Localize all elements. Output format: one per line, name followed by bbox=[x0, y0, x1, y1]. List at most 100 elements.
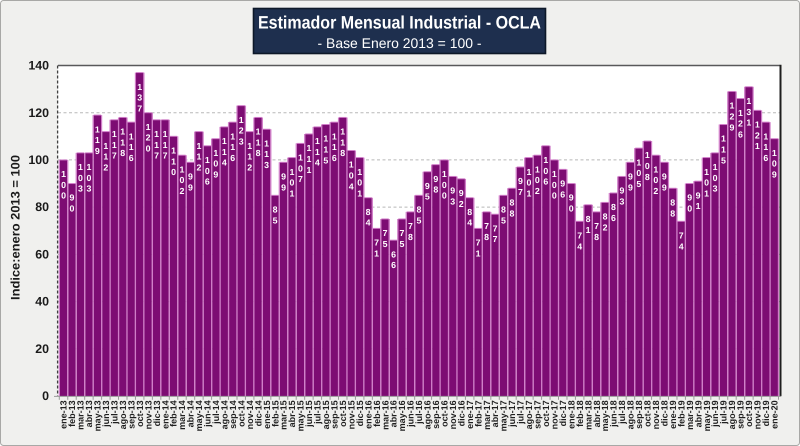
svg-text:abr-17: abr-17 bbox=[490, 400, 500, 427]
svg-text:7: 7 bbox=[383, 228, 388, 238]
svg-text:1: 1 bbox=[222, 147, 227, 157]
svg-text:4: 4 bbox=[222, 158, 227, 168]
svg-text:0: 0 bbox=[543, 166, 548, 176]
svg-text:140: 140 bbox=[28, 59, 49, 73]
svg-text:dic-19: dic-19 bbox=[761, 400, 771, 426]
svg-text:1: 1 bbox=[306, 154, 311, 164]
svg-text:6: 6 bbox=[391, 249, 396, 259]
svg-text:1: 1 bbox=[95, 135, 100, 145]
svg-text:1: 1 bbox=[340, 137, 345, 147]
svg-text:jul-14: jul-14 bbox=[211, 400, 221, 425]
svg-text:80: 80 bbox=[35, 200, 49, 214]
svg-text:1: 1 bbox=[78, 162, 83, 172]
svg-text:oct-19: oct-19 bbox=[744, 400, 754, 427]
svg-text:1: 1 bbox=[103, 152, 108, 162]
svg-text:1: 1 bbox=[171, 146, 176, 156]
svg-text:dic-16: dic-16 bbox=[456, 400, 466, 426]
svg-text:9: 9 bbox=[662, 171, 667, 181]
svg-text:100: 100 bbox=[28, 153, 49, 167]
svg-text:nov-15: nov-15 bbox=[346, 400, 356, 429]
svg-text:1: 1 bbox=[526, 167, 531, 177]
svg-text:sep-16: sep-16 bbox=[431, 400, 441, 429]
svg-text:1: 1 bbox=[543, 155, 548, 165]
svg-text:5: 5 bbox=[273, 215, 278, 225]
svg-text:1: 1 bbox=[442, 169, 447, 179]
svg-text:1: 1 bbox=[357, 167, 362, 177]
svg-text:8: 8 bbox=[510, 197, 515, 207]
svg-text:1: 1 bbox=[763, 131, 768, 141]
svg-text:jul-19: jul-19 bbox=[719, 400, 729, 425]
svg-text:jun-18: jun-18 bbox=[609, 400, 619, 428]
svg-text:1: 1 bbox=[704, 188, 709, 198]
svg-text:abr-13: abr-13 bbox=[84, 400, 94, 427]
svg-text:feb-15: feb-15 bbox=[270, 400, 280, 427]
svg-text:1: 1 bbox=[163, 140, 168, 150]
svg-text:oct-13: oct-13 bbox=[135, 400, 145, 427]
svg-text:6: 6 bbox=[391, 260, 396, 270]
svg-text:6: 6 bbox=[738, 129, 743, 139]
svg-text:abr-16: abr-16 bbox=[389, 400, 399, 427]
svg-text:oct-15: oct-15 bbox=[338, 400, 348, 427]
svg-text:1: 1 bbox=[306, 143, 311, 153]
svg-text:6: 6 bbox=[129, 153, 134, 163]
svg-text:sep-14: sep-14 bbox=[228, 400, 238, 429]
svg-text:0: 0 bbox=[180, 175, 185, 185]
svg-text:0: 0 bbox=[70, 204, 75, 214]
svg-text:8: 8 bbox=[408, 232, 413, 242]
svg-text:9: 9 bbox=[433, 174, 438, 184]
svg-text:1: 1 bbox=[713, 162, 718, 172]
svg-text:1: 1 bbox=[154, 129, 159, 139]
svg-text:1: 1 bbox=[332, 142, 337, 152]
svg-text:1: 1 bbox=[264, 149, 269, 159]
svg-text:1: 1 bbox=[196, 152, 201, 162]
svg-text:1: 1 bbox=[653, 164, 658, 174]
svg-text:Indice:enero 2013 = 100: Indice:enero 2013 = 100 bbox=[9, 155, 23, 300]
svg-text:8: 8 bbox=[340, 148, 345, 158]
svg-text:1: 1 bbox=[86, 162, 91, 172]
svg-text:8: 8 bbox=[273, 205, 278, 215]
svg-text:1: 1 bbox=[230, 142, 235, 152]
svg-text:6: 6 bbox=[332, 153, 337, 163]
svg-text:1: 1 bbox=[332, 131, 337, 141]
svg-text:8: 8 bbox=[366, 207, 371, 217]
svg-text:1: 1 bbox=[264, 138, 269, 148]
svg-text:0: 0 bbox=[171, 167, 176, 177]
svg-text:ago-15: ago-15 bbox=[321, 400, 331, 429]
svg-text:mar-18: mar-18 bbox=[583, 400, 593, 430]
svg-text:1: 1 bbox=[103, 141, 108, 151]
svg-text:oct-17: oct-17 bbox=[541, 400, 551, 427]
svg-text:feb-17: feb-17 bbox=[473, 400, 483, 427]
svg-text:3: 3 bbox=[450, 196, 455, 206]
svg-text:1: 1 bbox=[137, 82, 142, 92]
svg-text:1: 1 bbox=[154, 140, 159, 150]
svg-text:nov-14: nov-14 bbox=[245, 400, 255, 429]
svg-text:jun-19: jun-19 bbox=[710, 400, 720, 428]
svg-text:8: 8 bbox=[586, 214, 591, 224]
svg-text:0: 0 bbox=[526, 178, 531, 188]
svg-text:9: 9 bbox=[662, 182, 667, 192]
svg-text:8: 8 bbox=[433, 185, 438, 195]
svg-text:7: 7 bbox=[112, 151, 117, 161]
svg-text:3: 3 bbox=[264, 160, 269, 170]
svg-text:1: 1 bbox=[721, 134, 726, 144]
svg-text:1: 1 bbox=[704, 167, 709, 177]
svg-text:1: 1 bbox=[738, 108, 743, 118]
svg-text:0: 0 bbox=[687, 204, 692, 214]
svg-text:1: 1 bbox=[256, 127, 261, 137]
svg-text:5: 5 bbox=[400, 239, 405, 249]
svg-text:nov-16: nov-16 bbox=[448, 400, 458, 429]
svg-text:3: 3 bbox=[620, 196, 625, 206]
svg-text:mar-14: mar-14 bbox=[177, 400, 187, 430]
svg-text:ago-17: ago-17 bbox=[524, 400, 534, 429]
svg-text:0: 0 bbox=[552, 191, 557, 201]
svg-text:- Base Enero 2013 = 100 -: - Base Enero 2013 = 100 - bbox=[318, 35, 482, 51]
svg-text:4: 4 bbox=[467, 218, 472, 228]
svg-text:5: 5 bbox=[636, 179, 641, 189]
svg-text:sep-15: sep-15 bbox=[329, 400, 339, 429]
svg-text:6: 6 bbox=[230, 153, 235, 163]
svg-text:feb-18: feb-18 bbox=[575, 400, 585, 427]
svg-text:1: 1 bbox=[112, 140, 117, 150]
svg-text:0: 0 bbox=[645, 161, 650, 171]
svg-text:5: 5 bbox=[425, 192, 430, 202]
svg-text:4: 4 bbox=[315, 158, 320, 168]
